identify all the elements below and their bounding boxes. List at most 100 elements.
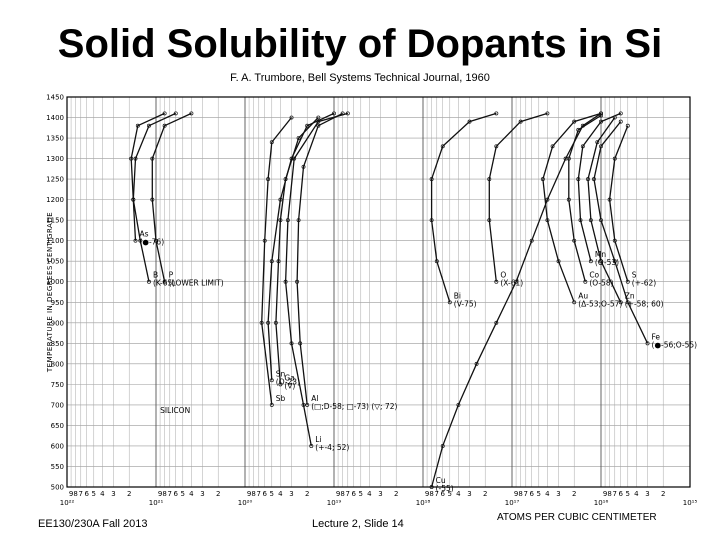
x-minor-label: 2 bbox=[127, 490, 131, 498]
y-tick-label: 1250 bbox=[46, 176, 64, 184]
data-point bbox=[162, 111, 167, 116]
data-point bbox=[173, 111, 178, 116]
x-minor-label: 6 bbox=[174, 490, 179, 498]
data-point bbox=[540, 177, 545, 182]
data-point bbox=[618, 119, 623, 124]
data-point bbox=[595, 140, 600, 145]
curves bbox=[129, 111, 650, 489]
series-sublabel: (X-61) bbox=[500, 279, 523, 288]
data-point bbox=[625, 279, 630, 284]
series-label: Fe bbox=[652, 332, 661, 341]
x-minor-label: 6 bbox=[530, 490, 535, 498]
data-point bbox=[612, 156, 617, 161]
grid bbox=[66, 96, 691, 488]
series-sublabel: (O-58) bbox=[589, 279, 613, 288]
data-point bbox=[162, 123, 167, 128]
data-point bbox=[133, 156, 138, 161]
data-point bbox=[278, 197, 283, 202]
series-label: O bbox=[500, 271, 506, 280]
plot-frame bbox=[66, 96, 691, 488]
y-tick-label: 1400 bbox=[46, 114, 64, 122]
curve-ga bbox=[275, 117, 319, 385]
data-point bbox=[295, 279, 300, 284]
data-point bbox=[129, 156, 134, 161]
data-point bbox=[298, 341, 303, 346]
data-point bbox=[269, 402, 274, 407]
x-minor-label: 8 bbox=[429, 490, 433, 498]
data-point bbox=[599, 259, 603, 264]
x-minor-label: 5 bbox=[537, 490, 541, 498]
data-point bbox=[131, 197, 136, 202]
series-sublabel: (K-65) bbox=[153, 279, 175, 288]
x-minor-label: 2 bbox=[394, 490, 398, 498]
x-minor-label: 5 bbox=[448, 490, 452, 498]
data-point bbox=[285, 218, 290, 223]
data-point bbox=[494, 279, 499, 284]
series-sublabel: (+-4; 52) bbox=[315, 443, 349, 452]
data-point bbox=[474, 361, 479, 366]
data-point bbox=[578, 218, 583, 223]
data-point bbox=[316, 123, 321, 128]
curve-co bbox=[568, 114, 602, 282]
x-decade-label: 10¹⁹ bbox=[327, 499, 342, 507]
y-tick-label: 1150 bbox=[46, 217, 64, 225]
data-point bbox=[529, 238, 534, 243]
y-tick-label: 1300 bbox=[46, 155, 64, 163]
data-point bbox=[135, 123, 140, 128]
data-point bbox=[447, 300, 452, 305]
axes: 1450 1400 1350 1300 1250 1200 1150 1100 1050 1000… bbox=[46, 94, 697, 508]
curve-zn bbox=[587, 117, 622, 303]
data-point bbox=[150, 197, 155, 202]
data-point bbox=[316, 115, 321, 120]
x-minor-label: 3 bbox=[289, 490, 293, 498]
data-point bbox=[332, 111, 336, 116]
data-point bbox=[556, 259, 561, 264]
y-tick-label: 600 bbox=[51, 442, 64, 450]
data-point bbox=[572, 238, 577, 243]
data-point bbox=[440, 443, 445, 448]
curve-al bbox=[296, 112, 343, 405]
data-point bbox=[434, 259, 439, 264]
series-sublabel: (∇) bbox=[284, 381, 295, 390]
x-minor-label: 9 bbox=[69, 490, 73, 498]
data-point bbox=[625, 123, 630, 128]
data-point bbox=[494, 320, 499, 325]
data-point bbox=[269, 378, 274, 383]
series-label: Al bbox=[311, 394, 318, 403]
series-label: Co bbox=[589, 271, 599, 280]
data-point bbox=[583, 279, 588, 284]
data-point bbox=[618, 300, 623, 305]
data-point bbox=[612, 238, 617, 243]
x-minor-label: 7 bbox=[79, 490, 83, 498]
data-point bbox=[607, 197, 612, 202]
chart-annotation: SILICON bbox=[160, 406, 190, 415]
x-minor-label: 8 bbox=[340, 490, 344, 498]
series-sublabel: (V-75) bbox=[454, 299, 477, 308]
curve-mn bbox=[577, 112, 621, 262]
x-minor-label: 2 bbox=[216, 490, 220, 498]
x-minor-label: 3 bbox=[645, 490, 649, 498]
y-tick-label: 700 bbox=[51, 401, 64, 409]
x-minor-label: 8 bbox=[162, 490, 166, 498]
series-label: Zn bbox=[625, 291, 635, 300]
data-point bbox=[618, 111, 623, 116]
y-axis-label: TEMPERATURE IN DEGREES CENTIGRADE bbox=[46, 212, 54, 373]
data-point bbox=[456, 402, 461, 407]
x-minor-label: 7 bbox=[257, 490, 261, 498]
data-point bbox=[545, 197, 550, 202]
y-tick-label: 1050 bbox=[46, 258, 64, 266]
y-tick-label: 650 bbox=[51, 422, 64, 430]
x-minor-label: 8 bbox=[73, 490, 77, 498]
data-point bbox=[266, 320, 271, 325]
data-point bbox=[273, 320, 278, 325]
y-tick-label: 1450 bbox=[46, 94, 64, 102]
data-point bbox=[487, 218, 492, 223]
y-tick-label: 1100 bbox=[46, 237, 64, 245]
data-point bbox=[599, 119, 603, 124]
y-tick-label: 550 bbox=[51, 463, 64, 471]
data-point bbox=[278, 382, 283, 387]
data-point bbox=[494, 144, 499, 149]
series-label: Cu bbox=[436, 476, 446, 485]
y-tick-label: 800 bbox=[51, 360, 64, 368]
x-minor-label: 3 bbox=[111, 490, 115, 498]
